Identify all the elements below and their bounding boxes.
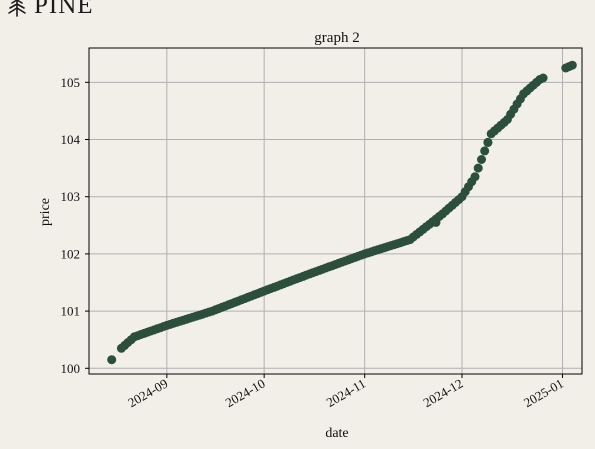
data-point (538, 73, 548, 83)
data-point (107, 355, 117, 365)
chart-title: graph 2 (314, 30, 359, 46)
x-axis-label: date (325, 426, 348, 441)
data-point (431, 217, 441, 227)
y-tick-label: 104 (61, 132, 81, 147)
y-axis-label: price (38, 198, 53, 226)
brand-name: PINE (34, 0, 94, 19)
y-tick-label: 102 (61, 246, 81, 261)
brand-logo: PINE (6, 0, 94, 19)
data-point (470, 172, 480, 182)
x-tick-label: 2025-01 (521, 376, 566, 411)
y-tick-label: 101 (61, 304, 81, 319)
x-tick-label: 2024-12 (420, 376, 465, 411)
x-tick-label: 2024-09 (125, 376, 170, 411)
x-tick-label: 2024-11 (324, 376, 369, 410)
x-tick-label: 2024-10 (223, 376, 268, 411)
x-axis-ticks: 2024-09 2024-10 2024-11 2024-12 2025-01 (125, 374, 566, 410)
data-point (477, 155, 486, 164)
data-point (473, 163, 483, 173)
y-tick-label: 100 (61, 361, 81, 376)
y-tick-label: 105 (61, 75, 81, 90)
tree-icon (8, 0, 26, 17)
data-points (107, 60, 577, 365)
y-axis-ticks: 100 101 102 103 104 105 (61, 75, 89, 376)
grid-lines (89, 48, 582, 374)
data-point (480, 146, 490, 156)
y-tick-label: 103 (61, 189, 81, 204)
data-point (483, 137, 493, 147)
plot-frame (88, 47, 583, 375)
data-point (567, 60, 577, 70)
